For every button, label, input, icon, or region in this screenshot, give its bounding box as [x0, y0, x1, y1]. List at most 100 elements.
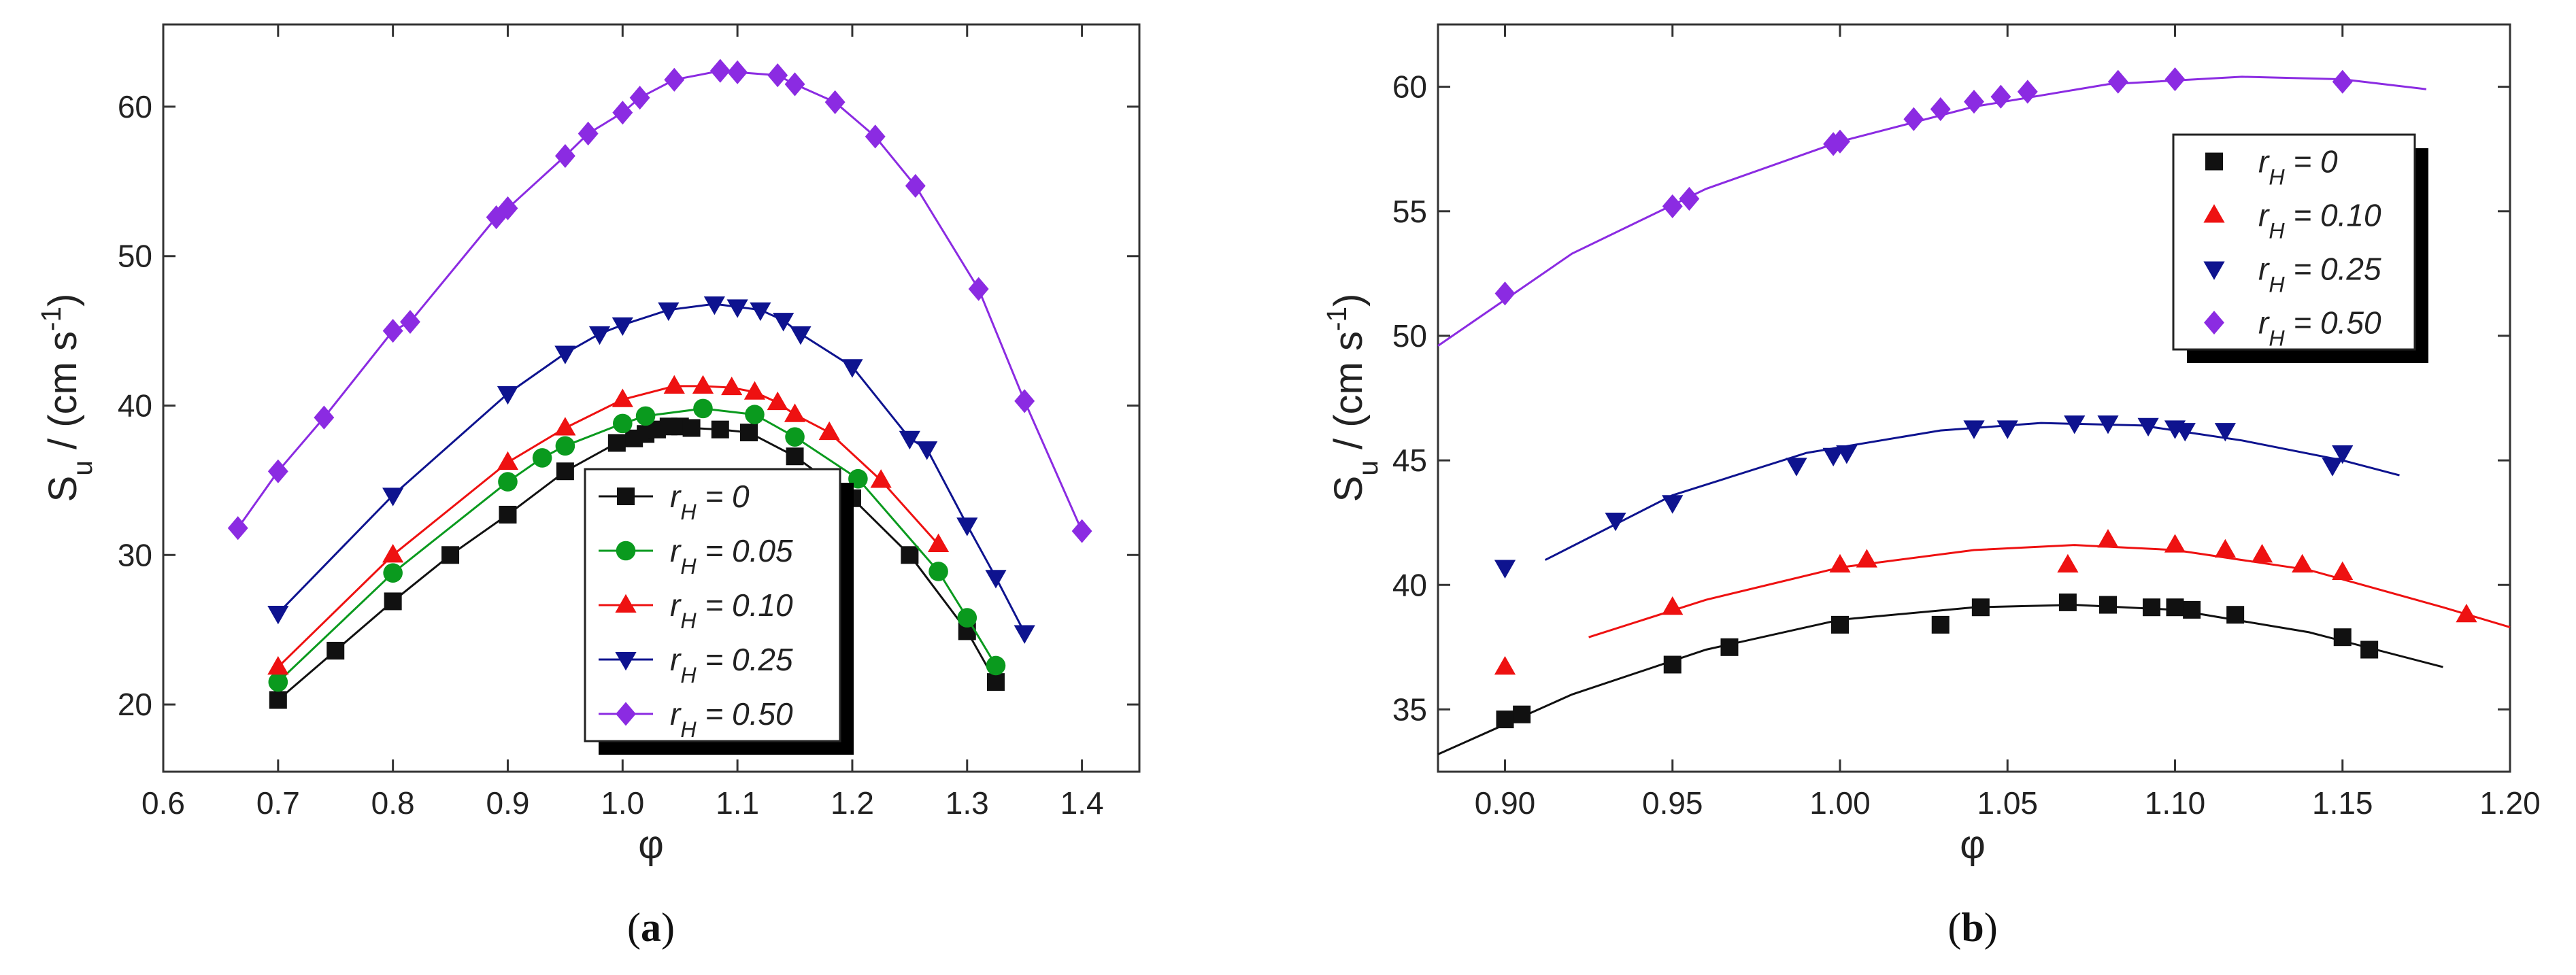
- data-point: [612, 101, 633, 125]
- x-tick-label: 1.0: [601, 785, 644, 821]
- data-point: [1679, 186, 1700, 211]
- data-point: [267, 655, 289, 675]
- data-point: [1786, 458, 1807, 477]
- data-point: [1605, 512, 1626, 532]
- y-tick-label: 30: [118, 537, 152, 572]
- panel-label: (b): [1947, 905, 1997, 950]
- data-point: [1830, 129, 1850, 154]
- data-point: [986, 673, 1005, 691]
- data-point: [2251, 544, 2273, 563]
- x-tick-label: 1.4: [1060, 785, 1104, 821]
- data-point: [384, 592, 402, 611]
- x-tick-label: 1.15: [2312, 785, 2373, 821]
- legend-label-sub: H: [680, 500, 697, 524]
- data-point: [905, 173, 926, 198]
- data-point: [870, 469, 892, 488]
- data-point: [1014, 389, 1035, 413]
- data-point: [899, 430, 920, 450]
- legend-label-main: r: [670, 642, 682, 677]
- data-point: [1496, 711, 1514, 729]
- legend-label: rH = 0.05: [670, 533, 793, 579]
- data-point: [400, 309, 420, 334]
- data-point: [721, 376, 743, 396]
- data-point: [612, 388, 633, 407]
- data-point: [824, 90, 846, 114]
- data-point: [2360, 640, 2379, 659]
- data-point: [1494, 655, 1516, 675]
- data-point: [2097, 529, 2119, 548]
- data-point: [612, 317, 633, 337]
- data-point: [2322, 458, 2343, 477]
- data-point: [745, 405, 765, 424]
- data-point: [612, 413, 633, 434]
- data-point: [968, 277, 989, 301]
- data-point: [499, 505, 517, 524]
- data-point: [957, 608, 977, 628]
- data-point: [767, 391, 788, 411]
- legend-label: rH = 0: [2258, 144, 2338, 190]
- x-tick-label: 0.8: [371, 785, 415, 821]
- series-4: [227, 58, 1092, 543]
- data-point: [267, 459, 288, 483]
- plot-frame: [1437, 23, 2511, 773]
- data-point: [693, 398, 713, 419]
- data-point: [1720, 638, 1739, 656]
- legend-label-main: = 0.05: [697, 533, 793, 568]
- series-line: [277, 303, 1026, 634]
- plot-frame: [162, 23, 1141, 773]
- y-tick-label: 60: [118, 89, 152, 124]
- data-point: [607, 434, 626, 452]
- legend-marker: [2203, 261, 2225, 280]
- y-axis-label-main: S: [1326, 476, 1371, 502]
- data-point: [711, 420, 729, 439]
- data-point: [2107, 69, 2128, 94]
- series-2: [1494, 415, 2400, 579]
- data-point: [865, 124, 886, 149]
- data-point: [382, 319, 403, 343]
- panel-label-part: (: [627, 905, 641, 950]
- x-tick-label: 1.1: [716, 785, 759, 821]
- data-point: [703, 296, 725, 315]
- x-axis-label: φ: [1960, 823, 1986, 867]
- legend-label-main: r: [670, 696, 682, 732]
- data-point: [2099, 596, 2117, 614]
- data-point: [382, 544, 404, 563]
- x-tick-label: 1.20: [2479, 785, 2541, 821]
- legend-label-main: r: [2258, 198, 2270, 233]
- data-point: [2137, 417, 2159, 437]
- y-tick-label: 40: [1392, 567, 1427, 602]
- data-point: [2183, 600, 2201, 619]
- series-3: [1437, 67, 2427, 347]
- y-axis-label-sub: u: [67, 460, 98, 476]
- legend-marker: [616, 541, 636, 561]
- y-tick-label: 55: [1392, 194, 1427, 229]
- y-tick-label: 45: [1392, 443, 1427, 478]
- data-point: [588, 326, 611, 345]
- x-tick-label: 0.6: [141, 785, 185, 821]
- data-point: [682, 419, 701, 437]
- data-point: [635, 406, 656, 426]
- panel-label: (a): [627, 905, 675, 950]
- y-tick-label: 50: [118, 239, 152, 274]
- data-point: [2292, 553, 2313, 572]
- data-point: [532, 448, 552, 468]
- y-axis-label: Su / (cm s-1): [1321, 294, 1384, 502]
- data-point: [578, 121, 599, 146]
- y-tick-label: 20: [118, 687, 152, 722]
- data-point: [327, 641, 345, 660]
- legend-label: rH = 0: [670, 479, 750, 524]
- data-point: [790, 326, 812, 345]
- series-line: [1544, 422, 2400, 561]
- data-point: [1996, 420, 2018, 439]
- x-tick-label: 1.3: [946, 785, 989, 821]
- x-axis-label: φ: [638, 823, 664, 867]
- y-axis-label: Su / (cm s-1): [35, 294, 98, 502]
- series-line: [1588, 544, 2511, 638]
- x-tick-label: 1.00: [1809, 785, 1871, 821]
- legend-label-sub: H: [680, 554, 697, 579]
- x-tick-label: 0.9: [486, 785, 529, 821]
- data-point: [1071, 519, 1092, 543]
- data-point: [1831, 615, 1849, 634]
